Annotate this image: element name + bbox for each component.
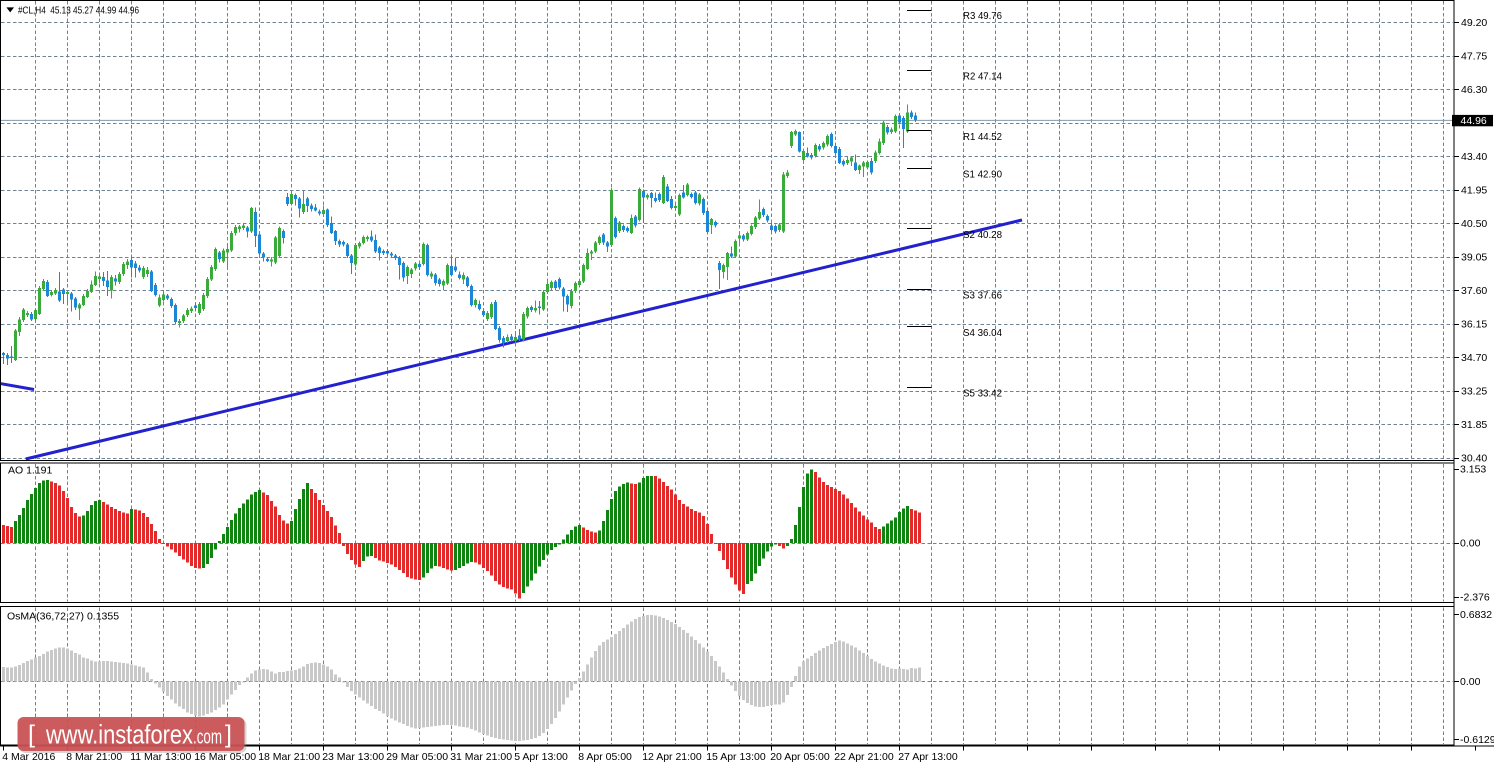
svg-text:3.153: 3.153	[1460, 463, 1486, 475]
svg-text:OsMA(36,72,27) 0.1355: OsMA(36,72,27) 0.1355	[7, 611, 119, 623]
svg-text:8 Mar 21:00: 8 Mar 21:00	[66, 751, 122, 763]
svg-text:11 Mar 13:00: 11 Mar 13:00	[130, 751, 191, 763]
svg-text:36.15: 36.15	[1461, 319, 1487, 331]
svg-text:4 Mar 2016: 4 Mar 2016	[2, 751, 55, 763]
svg-text:39.05: 39.05	[1461, 252, 1487, 264]
svg-text:22 Apr 21:00: 22 Apr 21:00	[834, 751, 894, 763]
svg-text:S3 37.66: S3 37.66	[963, 289, 1002, 301]
svg-text:0.6832: 0.6832	[1460, 609, 1492, 621]
svg-text:0.00: 0.00	[1460, 538, 1481, 550]
svg-text:12 Apr 21:00: 12 Apr 21:00	[642, 751, 702, 763]
svg-text:S2 40.28: S2 40.28	[963, 229, 1002, 241]
svg-text:AO 1.191: AO 1.191	[8, 464, 53, 476]
svg-text:R2 47.14: R2 47.14	[963, 71, 1002, 83]
svg-text:8 Apr 05:00: 8 Apr 05:00	[578, 751, 632, 763]
svg-text:16 Mar 05:00: 16 Mar 05:00	[194, 751, 256, 763]
svg-text:20 Apr 05:00: 20 Apr 05:00	[770, 751, 830, 763]
svg-text:37.60: 37.60	[1461, 285, 1487, 297]
svg-text:S4 36.04: S4 36.04	[963, 327, 1002, 339]
svg-text:40.50: 40.50	[1461, 218, 1487, 230]
svg-text:[: [	[28, 721, 35, 749]
svg-text:-0.6129: -0.6129	[1460, 734, 1494, 746]
svg-text:-2.376: -2.376	[1460, 591, 1490, 603]
svg-text:49.20: 49.20	[1461, 17, 1487, 29]
svg-text:44.96: 44.96	[1461, 115, 1487, 127]
svg-text:29 Mar 05:00: 29 Mar 05:00	[386, 751, 448, 763]
svg-text:31.85: 31.85	[1461, 419, 1487, 431]
svg-text:www.instaforex: www.instaforex	[45, 720, 193, 750]
svg-text:0.00: 0.00	[1460, 676, 1481, 688]
svg-text:27 Apr 13:00: 27 Apr 13:00	[898, 751, 958, 763]
svg-text:46.30: 46.30	[1461, 84, 1487, 96]
svg-text:41.95: 41.95	[1461, 185, 1487, 197]
svg-text:30.40: 30.40	[1461, 453, 1487, 465]
svg-text:R1 44.52: R1 44.52	[963, 131, 1002, 143]
svg-text:.com: .com	[193, 727, 222, 749]
svg-text:23 Mar 13:00: 23 Mar 13:00	[322, 751, 384, 763]
svg-text:]: ]	[225, 721, 232, 749]
svg-text:34.70: 34.70	[1461, 352, 1487, 364]
svg-text:33.25: 33.25	[1461, 386, 1487, 398]
svg-text:15 Apr 13:00: 15 Apr 13:00	[706, 751, 766, 763]
svg-text:18 Mar 21:00: 18 Mar 21:00	[258, 751, 320, 763]
svg-text:#CL,H4 45.13 45.27 44.99 44.9: #CL,H4 45.13 45.27 44.99 44.96	[18, 5, 139, 17]
svg-text:43.40: 43.40	[1461, 151, 1487, 163]
svg-text:5 Apr 13:00: 5 Apr 13:00	[514, 751, 568, 763]
svg-text:S1 42.90: S1 42.90	[963, 168, 1002, 180]
svg-text:47.75: 47.75	[1461, 51, 1487, 63]
svg-text:R3 49.76: R3 49.76	[963, 10, 1002, 22]
svg-text:31 Mar 21:00: 31 Mar 21:00	[450, 751, 512, 763]
svg-text:S5 33.42: S5 33.42	[963, 387, 1002, 399]
